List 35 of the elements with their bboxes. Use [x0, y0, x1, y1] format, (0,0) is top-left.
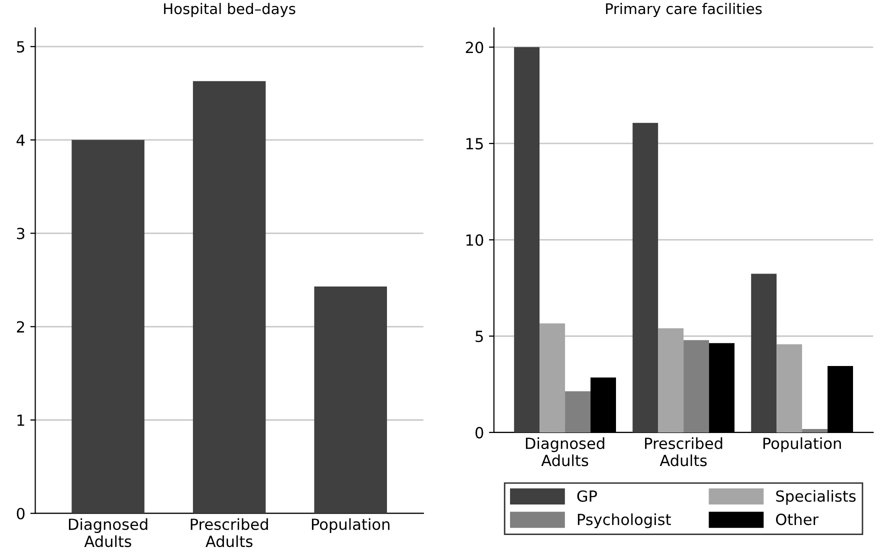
- legend-label: GP: [577, 490, 597, 502]
- bar: [72, 140, 144, 514]
- bar: [514, 47, 540, 432]
- legend-label: Specialists: [776, 490, 856, 505]
- bar: [192, 81, 266, 514]
- bar: [565, 391, 591, 432]
- bar: [658, 328, 684, 432]
- bar: [684, 340, 710, 432]
- y-tick-label: 0: [475, 426, 484, 438]
- legend-label: Other: [776, 513, 819, 526]
- y-tick-label: 0: [16, 508, 25, 520]
- y-tick-label: 15: [466, 138, 483, 150]
- y-tick-label: 5: [17, 41, 24, 53]
- bar: [776, 344, 802, 432]
- bar: [314, 286, 387, 514]
- y-tick-label: 4: [16, 134, 25, 146]
- bar: [751, 274, 777, 432]
- bar: [632, 122, 658, 432]
- x-tick-label: Diagnosed Adults: [526, 437, 604, 466]
- y-tick-label: 3: [17, 228, 24, 240]
- x-tick-label: Prescribed Adults: [645, 437, 722, 466]
- legend-label: Psychologist: [578, 513, 671, 528]
- x-tick-label: Population: [763, 437, 841, 452]
- chart-title: Hospital bed–days: [164, 2, 296, 18]
- chart-title: Primary care facilities: [606, 2, 762, 18]
- x-tick-label: Population: [312, 518, 390, 534]
- y-tick-label: 1: [18, 414, 24, 426]
- y-tick-label: 5: [476, 330, 483, 342]
- bar: [540, 323, 566, 432]
- y-tick-label: 2: [16, 321, 24, 332]
- bar: [802, 428, 828, 432]
- x-tick-label: Prescribed Adults: [190, 518, 268, 548]
- x-tick-label: Diagnosed Adults: [68, 518, 148, 548]
- y-tick-label: 20: [466, 42, 484, 54]
- y-tick-label: 10: [466, 234, 484, 246]
